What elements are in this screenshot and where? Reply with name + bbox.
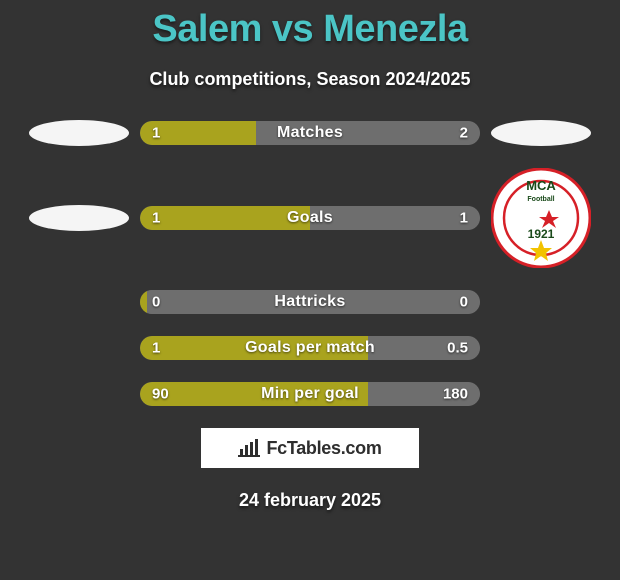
team-right-logo: MCA Football 1921 — [488, 168, 594, 268]
stat-row: 1 Goals per match 0.5 — [0, 336, 620, 360]
mca-logo-icon: MCA Football 1921 — [491, 168, 591, 268]
bar-right-segment — [310, 206, 480, 230]
stat-label: Matches — [277, 124, 343, 142]
stat-right-value: 0 — [460, 294, 468, 311]
stat-row: 1 Goals 1 MCA Football 1921 — [0, 168, 620, 268]
stat-label: Hattricks — [274, 293, 345, 311]
stats-container: 1 Matches 2 1 Goals 1 — [0, 120, 620, 406]
stat-right-value: 0.5 — [447, 340, 468, 357]
stat-bar-hattricks: 0 Hattricks 0 — [140, 290, 480, 314]
mca-year: 1921 — [528, 227, 555, 241]
team-left-badge-2 — [26, 205, 132, 231]
brand-box[interactable]: FcTables.com — [201, 428, 419, 468]
bar-left-segment — [140, 290, 147, 314]
ellipse-icon — [29, 120, 129, 146]
page-title: Salem vs Menezla — [0, 0, 620, 51]
brand-text: FcTables.com — [266, 438, 381, 459]
stat-row: 0 Hattricks 0 — [0, 290, 620, 314]
bar-left-segment — [140, 206, 310, 230]
stat-bar-goals: 1 Goals 1 — [140, 206, 480, 230]
stat-bar-mpg: 90 Min per goal 180 — [140, 382, 480, 406]
mca-text: MCA — [526, 178, 556, 193]
stat-label: Goals per match — [245, 339, 375, 357]
stat-row: 90 Min per goal 180 — [0, 382, 620, 406]
stat-left-value: 90 — [152, 386, 169, 403]
stat-right-value: 2 — [460, 125, 468, 142]
stat-right-value: 1 — [460, 210, 468, 227]
stat-left-value: 1 — [152, 125, 160, 142]
team-right-badge — [488, 120, 594, 146]
stat-bar-matches: 1 Matches 2 — [140, 121, 480, 145]
stat-left-value: 0 — [152, 294, 160, 311]
stat-right-value: 180 — [443, 386, 468, 403]
subtitle: Club competitions, Season 2024/2025 — [0, 69, 620, 90]
ellipse-icon — [491, 120, 591, 146]
stat-left-value: 1 — [152, 210, 160, 227]
stat-left-value: 1 — [152, 340, 160, 357]
date-text: 24 february 2025 — [0, 490, 620, 511]
mca-subtext: Football — [527, 196, 554, 203]
stat-label: Min per goal — [261, 385, 359, 403]
stat-bar-gpm: 1 Goals per match 0.5 — [140, 336, 480, 360]
bar-chart-icon — [238, 439, 260, 457]
stat-label: Goals — [287, 209, 333, 227]
team-left-badge — [26, 120, 132, 146]
ellipse-icon — [29, 205, 129, 231]
stat-row: 1 Matches 2 — [0, 120, 620, 146]
